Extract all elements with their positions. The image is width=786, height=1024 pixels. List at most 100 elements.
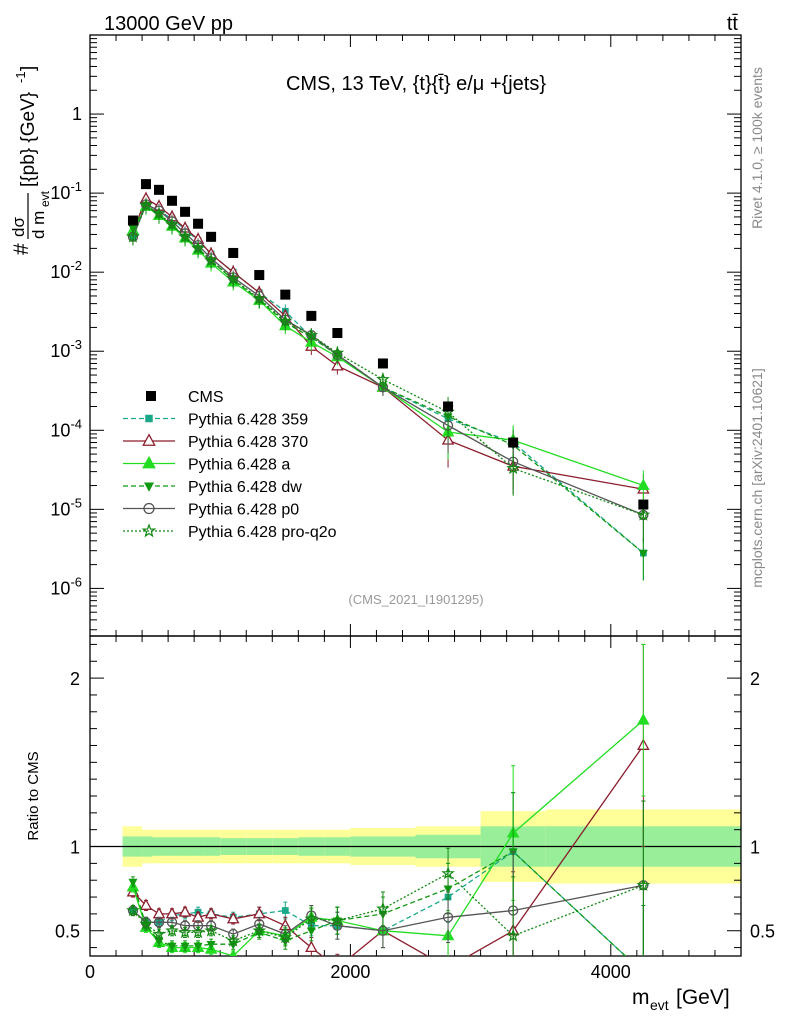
data-point	[638, 549, 648, 559]
legend-marker	[143, 502, 155, 515]
ratio-point	[252, 923, 267, 937]
ratio-point	[636, 878, 651, 892]
cms-data-point	[254, 270, 265, 281]
ratio-point	[180, 942, 190, 952]
series-pythia-6-428-pro-q2o	[126, 198, 651, 543]
legend-marker	[146, 391, 156, 401]
legend-label: Pythia 6.428 dw	[188, 479, 302, 496]
data-point	[252, 291, 267, 305]
svg-text:d m: d m	[29, 211, 48, 239]
y-tick-label: 10-2	[50, 258, 82, 282]
legend-marker	[141, 523, 157, 538]
y-tick-label: 10-5	[50, 495, 82, 519]
ratio-point	[204, 923, 218, 937]
svg-text:]: ]	[18, 66, 39, 71]
cms-data-point	[443, 401, 454, 412]
ratio-tick-label-left: 2	[70, 669, 80, 689]
ratio-point	[191, 925, 205, 939]
ratio-point	[178, 905, 192, 917]
ratio-point	[376, 901, 390, 915]
ratio-tick-label-left: 1	[70, 838, 80, 858]
ratio-point	[153, 917, 165, 928]
cms-data-point	[377, 358, 388, 369]
main-series-group	[126, 179, 651, 581]
svg-text:#: #	[10, 243, 33, 255]
legend-marker	[142, 433, 156, 446]
ratio-line	[132, 850, 627, 956]
ratio-point	[229, 949, 238, 956]
ratio-point	[139, 916, 153, 930]
data-point	[637, 478, 650, 491]
svg-text:dσ: dσ	[9, 217, 28, 237]
legend-entry: Pythia 6.428 a	[123, 455, 290, 474]
ratio-line	[132, 884, 644, 935]
x-tick-label: 0	[85, 962, 95, 982]
cms-data-point	[508, 437, 519, 448]
ratio-point	[139, 898, 153, 910]
legend-marker	[142, 455, 156, 469]
ratio-tick-label-right: 2	[750, 669, 760, 689]
ratio-tick-label-right: 0.5	[750, 922, 775, 942]
ratio-y-label: Ratio to CMS	[25, 751, 42, 840]
cms-data-point	[206, 231, 217, 242]
data-point	[636, 507, 651, 521]
ratio-point	[330, 913, 345, 927]
ratio-point	[443, 962, 453, 971]
ratio-point	[442, 912, 454, 923]
ratio-series-pythia-6-428-pro-q2o	[126, 800, 651, 956]
data-point	[278, 314, 293, 327]
process-label: tt̄	[727, 13, 739, 35]
ratio-point	[152, 906, 166, 919]
legend-label: Pythia 6.428 359	[188, 412, 308, 429]
cms-data-point	[280, 289, 291, 300]
ratio-point	[640, 969, 647, 976]
ratio-line	[132, 745, 644, 956]
y-tick-label: 10-3	[50, 337, 82, 361]
svg-text:evt: evt	[38, 190, 52, 207]
ratio-point	[377, 925, 389, 936]
legend-label: CMS	[188, 389, 224, 406]
x-axis-label: m evt [GeV]	[632, 986, 730, 1013]
legend: CMS Pythia 6.428 359 Pythia 6.428 370 Pythi…	[123, 389, 337, 541]
legend-label: Pythia 6.428 pro-q2o	[188, 524, 337, 541]
ratio-point	[167, 942, 177, 952]
cms-data-point	[228, 247, 239, 258]
legend-entry: Pythia 6.428 359	[123, 412, 308, 429]
ratio-tick-label-left: 0.5	[55, 922, 80, 942]
legend-entry: Pythia 6.428 dw	[123, 479, 302, 496]
ratio-point	[154, 937, 164, 947]
legend-marker	[145, 414, 153, 423]
data-point	[191, 241, 205, 255]
data-point	[139, 198, 153, 212]
ratio-point	[152, 926, 166, 940]
ratio-point	[306, 927, 316, 936]
cms-data-point	[180, 206, 191, 217]
data-point	[506, 461, 520, 475]
data-point	[204, 253, 218, 267]
legend-entry: Pythia 6.428 pro-q2o	[123, 523, 337, 541]
x-tick-label: 4000	[591, 962, 631, 982]
legend-marker	[144, 482, 154, 492]
y-tick-label: 1	[72, 104, 82, 124]
svg-text:[GeV]: [GeV]	[676, 986, 730, 1009]
data-point	[165, 217, 179, 231]
ratio-point	[639, 970, 648, 978]
ratio-point	[304, 911, 319, 925]
data-point	[304, 327, 319, 341]
cms-data-point	[638, 499, 649, 510]
ratio-point	[281, 907, 289, 914]
legend-label: Pythia 6.428 p0	[188, 502, 299, 519]
svg-text:[{pb} {GeV}: [{pb} {GeV}	[18, 92, 39, 187]
ratio-point	[226, 933, 241, 947]
data-point	[128, 225, 138, 234]
series-cms-data	[127, 179, 649, 510]
y-tick-label: 10-6	[50, 574, 82, 598]
ratio-point	[128, 878, 138, 888]
rivet-version-label: Rivet 4.1.0, ≥ 100k events	[749, 67, 765, 229]
ratio-point	[165, 923, 179, 937]
ratio-point	[226, 911, 240, 924]
ratio-series-group	[126, 643, 651, 978]
ratio-point	[204, 906, 218, 919]
legend-entry: Pythia 6.428 370	[123, 433, 308, 451]
ratio-line	[132, 850, 627, 956]
